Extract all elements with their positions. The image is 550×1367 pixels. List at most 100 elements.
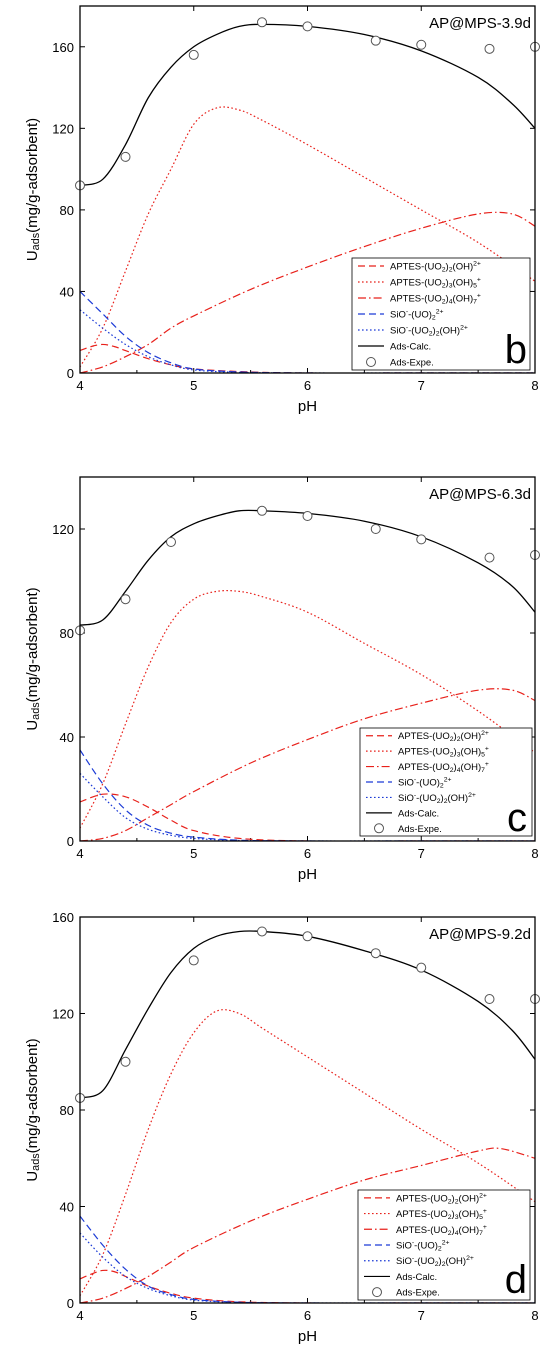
series-line	[80, 1215, 535, 1303]
legend-label-part: (OH)	[461, 731, 482, 742]
legend: APTES-(UO2​)2​(OH)2+​APTES-(UO2​)3​(OH)5…	[359, 727, 533, 837]
legend-label-part: 2+	[468, 792, 476, 799]
legend-label-part: SiO	[398, 793, 414, 804]
legend-label-part: 2+	[436, 309, 444, 316]
legend-label-part: (OH)	[461, 762, 482, 773]
legend-label-part: 2+	[466, 1255, 474, 1262]
legend-label-part: 2	[457, 736, 461, 743]
data-point	[416, 39, 427, 50]
legend-label: APTES-(UO2​)2​(OH)2+​	[396, 1192, 487, 1205]
legend-label-part: -(UO)	[408, 310, 432, 321]
legend-label-part: +	[483, 1224, 487, 1231]
x-tick-label: 4	[76, 846, 83, 861]
data-point	[257, 926, 267, 937]
legend-label-part: -	[412, 1240, 414, 1247]
legend-label-part: 2	[444, 798, 448, 805]
legend-label-part: -(UO	[414, 1256, 435, 1267]
legend-label-part: )	[452, 1193, 455, 1204]
legend-label-part: 2+	[442, 1240, 450, 1247]
legend-label-part: )	[454, 747, 457, 758]
legend-label: SiO-​-(UO2​)2​(OH)2+​	[390, 325, 468, 338]
legend-label-part: Ads-Expe.	[390, 358, 434, 369]
data-point	[188, 955, 199, 966]
legend-label-part: (OH)	[453, 262, 474, 273]
data-point	[120, 151, 131, 162]
data-point	[302, 931, 313, 942]
y-tick-label: 120	[52, 121, 74, 136]
legend-label-part: -(UO	[408, 326, 429, 337]
series-line	[80, 930, 535, 1099]
legend-label-part: 5	[481, 752, 485, 759]
y-tick-label: 0	[67, 366, 74, 381]
legend-marker	[372, 1287, 382, 1298]
data-point	[484, 552, 495, 563]
y-tick-label: 40	[60, 284, 74, 299]
data-point	[416, 534, 427, 545]
legend-label-part: Ads-Calc.	[396, 1272, 437, 1283]
legend-label-part: 2	[442, 1261, 446, 1268]
legend-label-part: 2	[449, 267, 453, 274]
legend-label-part: (OH)	[448, 793, 469, 804]
x-tick-label: 4	[76, 378, 83, 393]
legend-label: Ads-Calc.	[390, 342, 431, 353]
panel-letter: c	[507, 796, 527, 840]
legend-label: Ads-Expe.	[396, 1288, 440, 1299]
legend-label-part: 3	[455, 1214, 459, 1221]
x-tick-label: 7	[418, 1308, 425, 1323]
data-point	[484, 43, 495, 54]
legend-label-part: APTES-(UO	[398, 731, 450, 742]
chart-panel-d: 4567804080120160pHUads​(mg/g-adsorbent)A…	[24, 910, 540, 1345]
x-tick-label: 5	[190, 378, 197, 393]
y-tick-label: 120	[52, 1007, 74, 1022]
x-tick-label: 8	[531, 1308, 538, 1323]
legend-label-part: 7	[481, 767, 485, 774]
legend-label-part: SiO	[398, 778, 414, 789]
legend-label: SiO-​-(UO)2​2+​	[390, 309, 443, 322]
legend-label-part: (OH)	[440, 326, 461, 337]
y-axis-label: Uads​(mg/g-adsorbent)	[24, 1038, 42, 1181]
data-point	[416, 962, 427, 973]
legend-label-part: 7	[473, 299, 477, 306]
series-line	[80, 1232, 535, 1303]
legend-label-part: +	[477, 293, 481, 300]
x-tick-label: 7	[418, 378, 425, 393]
legend-label-part: (OH)	[459, 1225, 480, 1236]
legend-label-part: 3	[457, 752, 461, 759]
legend-label: APTES-(UO2​)2​(OH)2+​	[398, 730, 489, 743]
panel-letter: b	[505, 328, 527, 372]
y-axis-label-part: ads	[30, 702, 42, 720]
x-tick-label: 8	[531, 846, 538, 861]
x-tick-label: 6	[304, 846, 311, 861]
legend-label: APTES-(UO2​)3​(OH)5​+​	[390, 277, 481, 290]
legend-label: APTES-(UO2​)4​(OH)7​+​	[398, 761, 489, 774]
y-axis-label-part: (mg/g-adsorbent)	[24, 587, 41, 702]
legend-label-part: Ads-Calc.	[398, 808, 439, 819]
y-axis-label-part: ads	[30, 232, 42, 250]
legend-label-part: 3	[449, 283, 453, 290]
legend-label-part: APTES-(UO	[396, 1193, 448, 1204]
legend-label-part: 2	[432, 315, 436, 322]
y-tick-label: 80	[60, 1103, 74, 1118]
legend-label-part: 5	[473, 283, 477, 290]
data-point	[257, 505, 267, 516]
legend-label-part: +	[485, 761, 489, 768]
legend-label: SiO-​-(UO)2​2+​	[396, 1240, 449, 1253]
legend-label-part: (OH)	[453, 294, 474, 305]
y-axis-label: Uads​(mg/g-adsorbent)	[24, 587, 42, 730]
panel-letter: d	[505, 1258, 527, 1302]
legend-label-part: (OH)	[459, 1193, 480, 1204]
legend-label-part: 2+	[479, 1192, 487, 1199]
y-axis-label-part: U	[24, 250, 41, 261]
plot-frame	[79, 476, 536, 842]
y-tick-label: 40	[60, 730, 74, 745]
legend-label: Ads-Calc.	[396, 1272, 437, 1283]
legend-label: SiO-​-(UO2​)2​(OH)2+​	[396, 1255, 474, 1268]
legend-label-part: 2	[440, 783, 444, 790]
legend-label-part: -	[406, 325, 408, 332]
data-point	[188, 49, 199, 60]
legend-label-part: )	[452, 1225, 455, 1236]
x-axis-label: pH	[298, 1328, 317, 1345]
x-axis-label: pH	[298, 866, 317, 883]
legend-label-part: (OH)	[453, 278, 474, 289]
legend-label-part: -	[414, 777, 416, 784]
